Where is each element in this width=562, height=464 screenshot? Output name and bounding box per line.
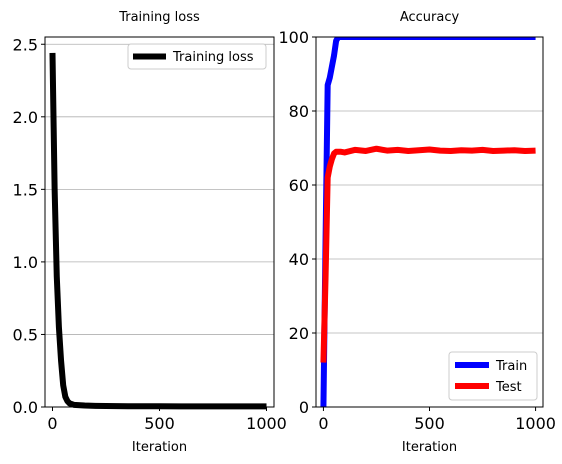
accuracy-ytick-label: 20 [289, 324, 309, 343]
loss-ytick-label: 2.5 [13, 35, 38, 54]
loss-legend: Training loss [127, 43, 267, 70]
accuracy-chart-title: Accuracy [400, 10, 460, 25]
loss-chart-title: Training loss [118, 10, 200, 25]
accuracy-series-line-train [320, 37, 536, 407]
loss-xtick-label: 500 [144, 414, 175, 433]
loss-ytick-label: 0.5 [13, 325, 38, 344]
loss-series-layer [49, 52, 267, 410]
accuracy-ytick-label: 60 [289, 176, 309, 195]
accuracy-ytick-label: 0 [299, 398, 309, 417]
accuracy-x-axis-label: Iteration [402, 440, 457, 455]
accuracy-legend-label-test: Test [495, 380, 522, 395]
accuracy-series-line-test [320, 145, 536, 363]
accuracy-legend-label-train: Train [495, 359, 527, 374]
loss-x-axis-label: Iteration [132, 440, 187, 455]
loss-xtick-label: 0 [47, 414, 57, 433]
loss-legend-label: Training loss [172, 50, 254, 65]
loss-axes-frame [44, 36, 275, 408]
accuracy-xtick-label: 0 [318, 414, 328, 433]
loss-series-line-training-loss [49, 52, 267, 410]
loss-gridlines [45, 43, 274, 408]
loss-xtick-label: 1000 [246, 414, 287, 433]
accuracy-ytick-label: 100 [278, 28, 309, 47]
loss-legend-box [127, 43, 267, 70]
accuracy-ytick-label: 80 [289, 102, 309, 121]
accuracy-xtick-label: 500 [414, 414, 445, 433]
loss-ytick-label: 2.0 [13, 108, 38, 127]
loss-ytick-label: 0.0 [13, 398, 38, 417]
accuracy-xtick-label: 1000 [515, 414, 556, 433]
accuracy-series-layer [320, 37, 536, 407]
accuracy-ytick-label: 40 [289, 250, 309, 269]
loss-subplot: 0.0 0.5 1.0 1.5 2.0 2.5 0 500 1000 Training loss… [13, 10, 287, 455]
loss-ytick-label: 1.5 [13, 180, 38, 199]
accuracy-legend: Train Test [448, 351, 538, 401]
loss-tick-layer: 0.0 0.5 1.0 1.5 2.0 2.5 0 500 1000 [13, 35, 287, 433]
loss-ytick-label: 1.0 [13, 253, 38, 272]
